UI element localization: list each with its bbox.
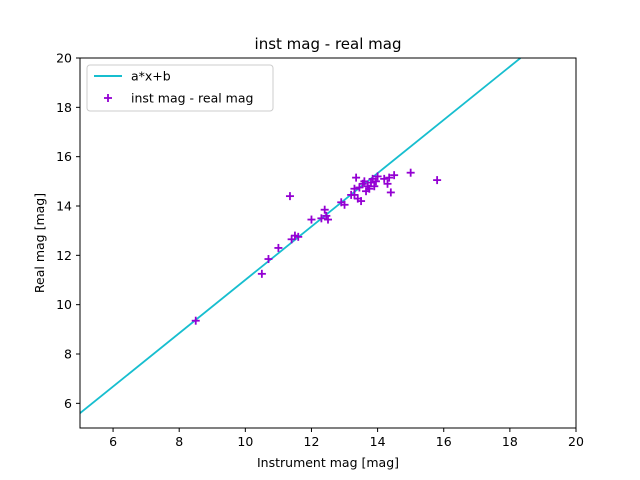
x-axis-label: Instrument mag [mag] — [257, 455, 399, 470]
data-point-12 — [324, 215, 332, 224]
data-point-4 — [285, 192, 294, 201]
legend-box — [86, 64, 274, 112]
data-point-9 — [317, 214, 326, 223]
data-point-29 — [370, 182, 379, 191]
x-tick-label-10: 10 — [237, 434, 253, 449]
y-tick-label-10: 10 — [56, 297, 72, 312]
x-tick-label-20: 20 — [568, 434, 584, 449]
x-axis-ticks: 6 8 10 12 14 16 18 20 — [109, 428, 584, 449]
y-axis-label: Real mag [mag] — [32, 193, 47, 293]
data-point-14 — [340, 200, 349, 209]
data-point-3 — [274, 243, 283, 252]
y-axis-ticks: 6 8 10 12 14 16 18 20 — [56, 51, 80, 411]
data-point-38 — [433, 176, 442, 185]
data-point-26 — [365, 184, 374, 193]
data-point-7 — [294, 232, 303, 241]
data-point-37 — [406, 168, 415, 177]
data-point-10 — [320, 205, 329, 214]
x-tick-label-6: 6 — [109, 434, 117, 449]
data-point-32 — [380, 174, 389, 183]
legend-plus-marker — [104, 94, 112, 102]
data-point-30 — [371, 177, 380, 186]
plot-frame — [79, 57, 577, 429]
y-tick-label-18: 18 — [56, 100, 72, 115]
x-tick-label-18: 18 — [502, 434, 518, 449]
y-tick-label-12: 12 — [56, 248, 72, 263]
legend-marker-swatch — [104, 94, 112, 102]
x-tick-label-12: 12 — [304, 434, 320, 449]
data-point-1 — [257, 269, 266, 278]
y-tick-label-20: 20 — [56, 51, 72, 66]
data-point-31 — [373, 172, 382, 181]
data-point-36 — [390, 171, 399, 180]
data-point-8 — [307, 215, 316, 224]
x-tick-label-16: 16 — [436, 434, 452, 449]
x-tick-label-8: 8 — [175, 434, 183, 449]
data-point-0 — [191, 316, 200, 325]
data-point-35 — [386, 188, 395, 197]
y-tick-label-16: 16 — [56, 149, 72, 164]
chart-title: inst mag - real mag — [255, 35, 402, 53]
data-point-23 — [360, 177, 369, 186]
data-point-21 — [357, 197, 366, 206]
data-point-11 — [322, 211, 331, 220]
y-tick-label-14: 14 — [56, 199, 72, 214]
data-point-2 — [264, 255, 273, 264]
data-point-33 — [383, 179, 392, 188]
x-tick-label-14: 14 — [370, 434, 386, 449]
legend-label-fit-line: a*x+b — [131, 69, 171, 84]
y-tick-label-6: 6 — [64, 396, 72, 411]
fit-line — [80, 58, 522, 414]
data-point-18 — [352, 173, 361, 182]
y-tick-label-8: 8 — [64, 347, 72, 362]
legend: a*x+b inst mag - real mag — [86, 64, 274, 112]
data-point-34 — [385, 173, 394, 182]
legend-label-scatter: inst mag - real mag — [131, 91, 253, 106]
plot-marks — [80, 58, 522, 414]
